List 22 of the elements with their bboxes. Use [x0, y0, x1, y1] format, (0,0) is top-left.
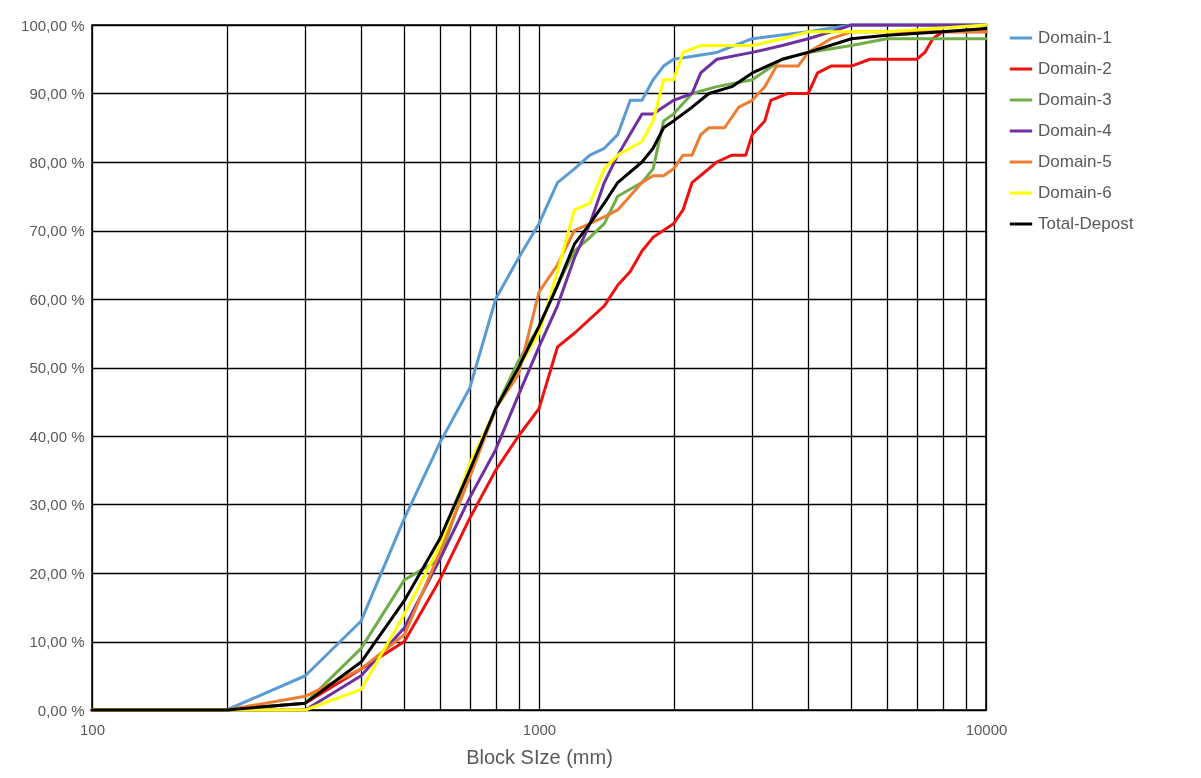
- x-tick-label: 1000: [522, 720, 557, 738]
- x-tick-label: 100: [79, 720, 106, 738]
- legend-label: Domain-4: [1038, 121, 1112, 140]
- y-tick-label: 0,00 %: [37, 701, 85, 719]
- y-tick-label: 70,00 %: [29, 222, 85, 239]
- y-tick-label: 80,00 %: [29, 153, 85, 171]
- y-tick-label: 30,00 %: [29, 496, 85, 513]
- y-tick-label: 90,00 %: [29, 85, 85, 102]
- y-tick-label: 10,00 %: [29, 633, 85, 650]
- y-tick-label: 100,00 %: [21, 16, 85, 34]
- x-tick-label: 10000: [965, 720, 1008, 738]
- y-tick-label: 40,00 %: [29, 427, 85, 445]
- legend-label: Domain-2: [1038, 59, 1112, 78]
- y-tick-label: 60,00 %: [29, 290, 85, 308]
- legend-label: Domain-1: [1038, 28, 1112, 47]
- legend-label: Total-Depost: [1038, 214, 1134, 233]
- legend-label: Domain-3: [1038, 90, 1112, 109]
- legend-label: Domain-6: [1038, 183, 1112, 202]
- x-axis-title: Block SIze (mm): [466, 745, 613, 768]
- y-tick-label: 50,00 %: [29, 359, 85, 376]
- y-tick-label: 20,00 %: [29, 564, 85, 582]
- legend-label: Domain-5: [1038, 152, 1112, 171]
